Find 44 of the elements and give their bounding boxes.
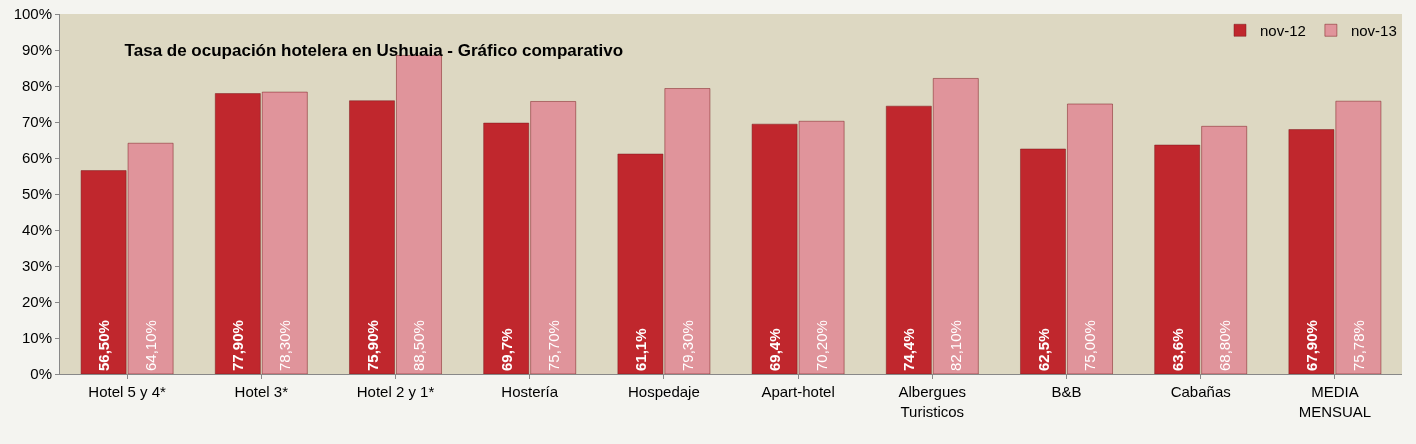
text: Tasa de ocupación hotelera en Ushuaia - Gráfico comparativo bbox=[124, 41, 624, 61]
x-tick-label: Apart-hotel bbox=[761, 383, 835, 400]
data-label: 67,90% bbox=[1302, 320, 1320, 371]
data-label: 62,5% bbox=[1034, 328, 1052, 371]
data-label: 74,4% bbox=[900, 328, 918, 371]
data-label: 75,78% bbox=[1349, 320, 1367, 371]
data-label: 56,50% bbox=[95, 320, 113, 371]
data-label: 64,10% bbox=[142, 320, 160, 371]
y-tick-label: 60% bbox=[21, 149, 52, 167]
x-tick-label: Hotel 3* bbox=[234, 383, 289, 400]
x-tick-label: MEDIA MENSUAL bbox=[1298, 383, 1372, 420]
data-label: 61,1% bbox=[631, 328, 649, 371]
x-tick-label: Hospedaje bbox=[628, 383, 700, 400]
data-label: 77,90% bbox=[229, 320, 247, 371]
x-tick-label: B&B bbox=[1051, 383, 1082, 400]
y-tick-label: 0% bbox=[30, 365, 52, 383]
data-label: 70,20% bbox=[813, 320, 831, 371]
y-tick-label: 40% bbox=[21, 221, 52, 239]
data-label: 82,10% bbox=[947, 320, 965, 371]
y-tick-label: 90% bbox=[21, 41, 52, 59]
y-tick-label: 20% bbox=[21, 293, 52, 311]
data-label: 88,50% bbox=[410, 320, 428, 371]
y-tick-label: 70% bbox=[21, 113, 52, 131]
x-tick-label: Cabañas bbox=[1170, 383, 1231, 400]
data-label: 68,80% bbox=[1215, 320, 1233, 371]
y-tick-label: 30% bbox=[21, 257, 52, 275]
data-label: 69,7% bbox=[497, 328, 515, 371]
legend-label: nov-12 bbox=[1260, 22, 1306, 40]
data-label: 75,70% bbox=[544, 320, 562, 371]
data-label: 78,30% bbox=[276, 320, 294, 371]
x-tick-label: Albergues Turisticos bbox=[898, 383, 967, 420]
data-label: 63,6% bbox=[1168, 328, 1186, 371]
y-tick-label: 80% bbox=[21, 77, 52, 95]
y-tick-label: 10% bbox=[21, 329, 52, 347]
data-label: 79,30% bbox=[678, 320, 696, 371]
data-label: 69,4% bbox=[766, 328, 784, 371]
data-label: 75,90% bbox=[363, 320, 381, 371]
data-label: 75,00% bbox=[1081, 320, 1099, 371]
x-tick-label: Hotel 5 y 4* bbox=[88, 383, 167, 400]
y-tick-label: 100% bbox=[13, 5, 52, 23]
legend-label: nov-13 bbox=[1350, 22, 1397, 40]
y-tick-label: 50% bbox=[21, 185, 52, 203]
x-tick-label: Hostería bbox=[501, 383, 559, 400]
x-tick-label: Hotel 2 y 1* bbox=[356, 383, 435, 400]
